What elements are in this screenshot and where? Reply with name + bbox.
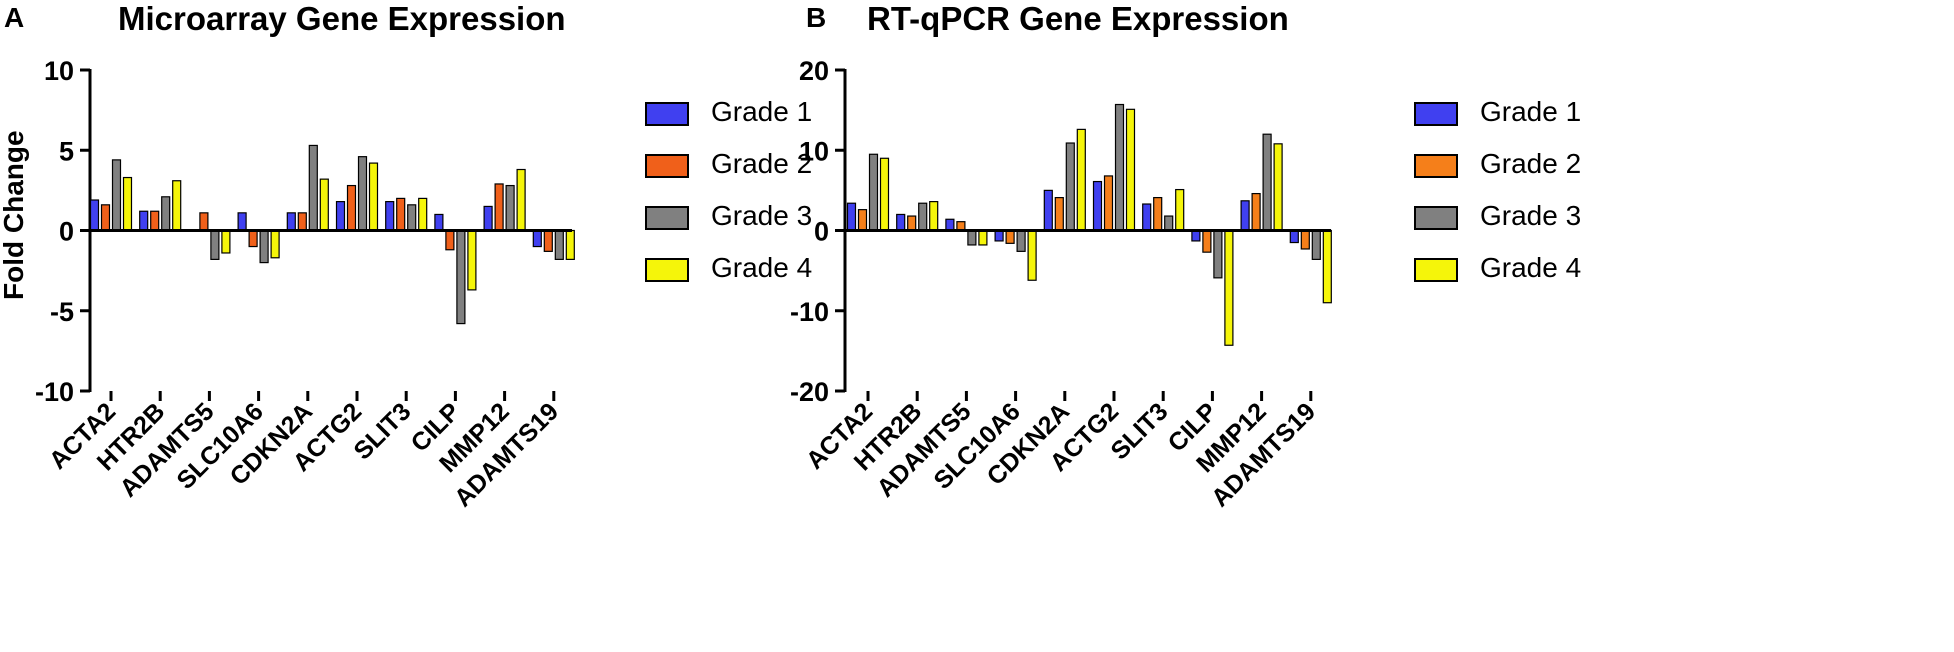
bar-cdkn2a-grade-2 <box>1054 196 1064 232</box>
bar-htr2b-grade-4 <box>929 201 939 232</box>
legend-label: Grade 1 <box>1480 96 1582 127</box>
bar-actg2-grade-2 <box>1103 175 1114 232</box>
panel-a: A Microarray Gene Expression Fold Change… <box>0 0 813 513</box>
bar-acta2-grade-1 <box>846 202 857 232</box>
legend-swatch <box>645 258 689 282</box>
y-tick-label: -20 <box>790 377 829 407</box>
bar-acta2-grade-2 <box>857 209 868 232</box>
bar-slit3-grade-3 <box>1164 215 1174 232</box>
legend-swatch <box>1414 258 1458 282</box>
bar-htr2b-grade-2 <box>907 215 917 232</box>
bar-cdkn2a-grade-4 <box>1076 128 1086 232</box>
bar-adamts19-grade-1 <box>1289 229 1299 244</box>
y-tick-label: 10 <box>799 136 829 166</box>
bar-cdkn2a-grade-3 <box>1065 142 1075 232</box>
legend-label: Grade 4 <box>1480 252 1582 283</box>
legend-label: Grade 3 <box>1480 200 1582 231</box>
y-tick-label: 20 <box>799 56 829 86</box>
y-tick-label: 10 <box>44 56 74 86</box>
legend-label: Grade 3 <box>711 200 813 231</box>
bar-slc10a6-grade-3 <box>1016 229 1026 252</box>
chart-title: Microarray Gene Expression <box>118 0 566 37</box>
legend-label: Grade 2 <box>1480 148 1582 179</box>
bar-mmp12-grade-2 <box>1251 192 1261 232</box>
bar-mmp12-grade-4 <box>1273 143 1283 232</box>
bar-slc10a6-grade-4 <box>1027 229 1037 281</box>
bar-adamts19-grade-2 <box>1300 229 1310 250</box>
bar-slit3-grade-4 <box>1175 188 1185 232</box>
bar-slit3-grade-1 <box>1142 203 1152 232</box>
chart-title: RT-qPCR Gene Expression <box>867 0 1289 37</box>
bar-adamts5-grade-4 <box>978 229 988 246</box>
bar-acta2-grade-4 <box>879 157 890 232</box>
legend-swatch <box>1414 206 1458 230</box>
legend-swatch <box>645 154 689 178</box>
bar-adamts5-grade-3 <box>967 229 977 246</box>
bar-cilp-grade-2 <box>1202 229 1212 253</box>
legend-label: Grade 2 <box>711 148 813 179</box>
bar-adamts19-grade-4 <box>1322 229 1332 304</box>
bar-actg2-grade-1 <box>1092 180 1103 232</box>
bar-slc10a6-grade-1 <box>994 229 1004 242</box>
legend-label: Grade 1 <box>711 96 813 127</box>
panel-letter: B <box>806 2 827 33</box>
bar-mmp12-grade-3 <box>1262 133 1272 232</box>
bar-htr2b-grade-3 <box>918 202 928 232</box>
y-tick-label: -10 <box>35 377 74 407</box>
bar-cdkn2a-grade-1 <box>1043 189 1053 232</box>
y-tick-label: -10 <box>790 297 829 327</box>
bar-slit3-grade-2 <box>1153 196 1163 232</box>
y-tick-label: 0 <box>59 217 74 247</box>
bar-cilp-grade-3 <box>1213 229 1223 279</box>
legend-swatch <box>645 102 689 126</box>
bar-adamts19-grade-3 <box>1311 229 1321 260</box>
legend-label: Grade 4 <box>711 252 813 283</box>
legend-swatch <box>1414 102 1458 126</box>
x-tick-label: SLIT3 <box>1106 397 1174 465</box>
bar-cilp-grade-1 <box>1191 229 1201 242</box>
bar-actg2-grade-3 <box>1114 103 1125 232</box>
panel-letter: A <box>4 2 25 33</box>
legend-swatch <box>1414 154 1458 178</box>
bar-adamts5-grade-1 <box>945 218 955 232</box>
bar-htr2b-grade-1 <box>896 213 906 232</box>
bar-actg2-grade-4 <box>1125 108 1136 232</box>
bar-mmp12-grade-1 <box>1240 200 1250 232</box>
bar-slc10a6-grade-2 <box>1005 229 1015 244</box>
y-tick-label: -5 <box>50 297 74 327</box>
bar-acta2-grade-3 <box>868 153 879 232</box>
bar-cilp-grade-4 <box>1224 229 1234 346</box>
chart-plot: 1050-5-10ACTA2HTR2BADAMTS5SLC10A6CDKN2AA… <box>35 56 575 513</box>
y-tick-label: 5 <box>59 136 74 166</box>
y-tick-label: 0 <box>814 217 829 247</box>
legend-swatch <box>645 206 689 230</box>
